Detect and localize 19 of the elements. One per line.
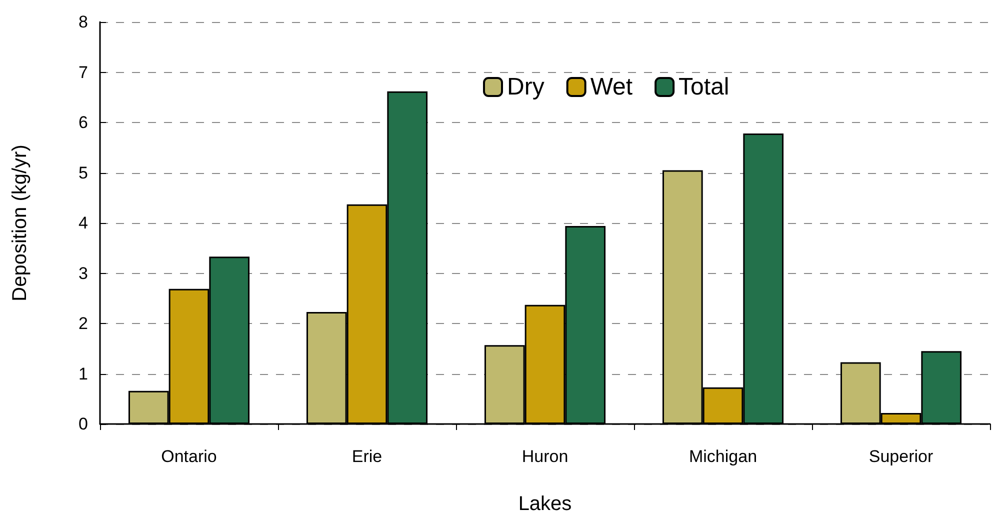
legend-label: Wet — [590, 74, 633, 100]
legend-label: Dry — [507, 74, 544, 100]
y-tick-label: 6 — [78, 113, 88, 132]
y-tick-label: 7 — [78, 62, 88, 82]
y-tick-label: 8 — [78, 12, 88, 32]
y-tick-label: 3 — [78, 264, 88, 283]
x-tick-label: Erie — [352, 447, 382, 466]
y-tick-label: 4 — [78, 214, 88, 232]
x-tick-label: Huron — [522, 447, 568, 466]
x-tick-label: Ontario — [161, 447, 217, 466]
y-tick-label: 5 — [78, 163, 88, 182]
y-tick-label: 2 — [78, 314, 88, 333]
y-axis-title: Deposition (kg/yr) — [9, 144, 31, 302]
x-tick-label: Michigan — [688, 447, 758, 466]
y-tick-label: 0 — [78, 414, 88, 434]
x-tick-label: Superior — [868, 447, 934, 466]
y-tick-label: 1 — [78, 364, 88, 384]
x-axis-title: Lakes — [518, 493, 572, 515]
legend-label: Total — [678, 74, 730, 100]
